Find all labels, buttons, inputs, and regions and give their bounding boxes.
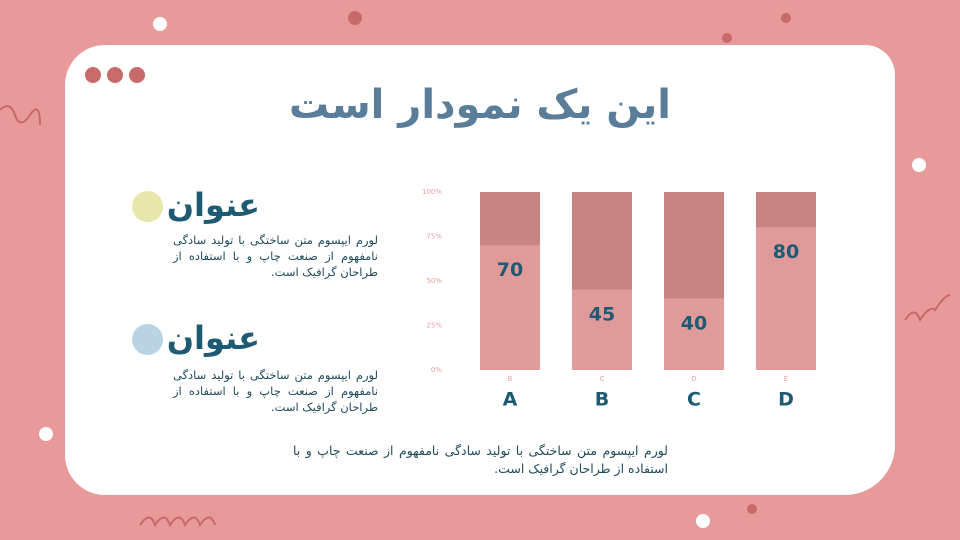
deco-dot [912, 158, 926, 172]
y-tick-label: 100% [422, 188, 442, 196]
item-text: لورم ایپسوم متن ساختگی با تولید سادگی نا… [173, 233, 378, 279]
deco-squiggle [139, 516, 216, 528]
y-tick-label: 75% [426, 233, 442, 241]
bar-segment [664, 298, 724, 370]
y-tick-label: 50% [426, 277, 442, 285]
deco-dot [39, 427, 53, 441]
deco-dot [747, 504, 757, 514]
x-tick-label: B [508, 375, 513, 383]
bar-segment [756, 227, 816, 370]
category-label: C [687, 389, 701, 411]
x-tick-label: D [691, 375, 696, 383]
bullet [132, 324, 163, 355]
data-label: 80 [773, 241, 799, 263]
deco-dot [348, 11, 362, 25]
x-tick-label: E [784, 375, 788, 383]
bar-segment [664, 192, 724, 299]
x-tick-label: C [600, 375, 605, 383]
deco-squiggle [0, 105, 41, 126]
bar-segment [572, 289, 632, 370]
deco-squiggle [904, 294, 951, 323]
deco-dot [781, 13, 791, 23]
window-dot [85, 67, 101, 83]
data-label: 45 [589, 303, 615, 325]
bullet [132, 191, 163, 222]
item-heading: عنوان [166, 186, 260, 224]
category-label: B [595, 389, 609, 411]
category-label: D [778, 389, 794, 411]
y-tick-label: 0% [431, 366, 442, 374]
bar-segment [572, 192, 632, 290]
deco-dot [696, 514, 710, 528]
title: این یک نمودار است [288, 82, 672, 128]
window-dot [107, 67, 123, 83]
category-label: A [503, 389, 518, 411]
deco-dot [153, 17, 167, 31]
item-heading: عنوان [166, 319, 260, 357]
deco-dot [722, 33, 732, 43]
window-dot [129, 67, 145, 83]
footer-text: لورم ایپسوم متن ساختگی با تولید سادگی نا… [293, 443, 668, 476]
data-label: 70 [497, 259, 523, 281]
bar-segment [756, 192, 816, 228]
y-tick-label: 25% [426, 322, 442, 330]
bar-segment [480, 192, 540, 246]
item-text: لورم ایپسوم متن ساختگی با تولید سادگی نا… [173, 368, 378, 414]
data-label: 40 [681, 312, 707, 334]
bar-segment [480, 245, 540, 370]
